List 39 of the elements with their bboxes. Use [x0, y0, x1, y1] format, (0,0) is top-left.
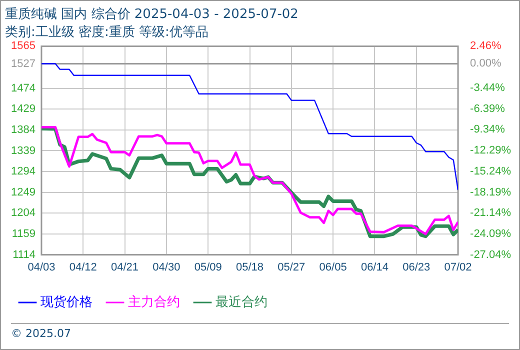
y-tick-label: 1204: [10, 207, 36, 220]
x-tick-label: 04/21: [111, 261, 139, 274]
x-tick-label: 05/27: [278, 261, 306, 274]
legend-label: 最近合约: [216, 294, 268, 310]
y2-tick-label: -3.44%: [470, 82, 506, 94]
y2-tick-label: -27.04%: [470, 248, 512, 261]
chart-subtitle: 类别:工业级 密度:重质 等级:优等品: [5, 24, 208, 40]
y-tick-label: 1527: [10, 58, 36, 70]
y-tick-label: 1339: [10, 144, 36, 157]
y2-tick-label: -18.19%: [470, 186, 512, 198]
legend-label: 主力合约: [128, 294, 180, 310]
legend-label: 现货价格: [40, 294, 92, 310]
y2-tick-label: -6.39%: [470, 102, 506, 115]
y2-tick-label: -21.14%: [470, 207, 512, 220]
y2-tick-label: -24.09%: [470, 228, 512, 240]
y-tick-label: 1114: [12, 248, 36, 261]
y2-tick-label: -9.34%: [470, 124, 506, 136]
x-tick-label: 05/09: [194, 261, 222, 274]
y-tick-label: 1249: [10, 186, 36, 198]
y-tick-label: 1384: [10, 124, 36, 136]
y2-tick-label: 2.46%: [470, 40, 502, 52]
x-tick-label: 06/14: [360, 261, 388, 274]
text: © 2025.07: [11, 323, 509, 340]
x-tick-label: 05/18: [236, 261, 264, 274]
y-tick-label: 1565: [10, 40, 36, 52]
y2-tick-label: -15.24%: [470, 165, 512, 178]
chart-title: 重质纯碱 国内 综合价 2025-04-03 - 2025-07-02: [5, 7, 298, 22]
x-tick-label: 06/23: [402, 261, 430, 274]
x-tick-label: 04/03: [28, 261, 56, 274]
x-tick-label: 07/02: [444, 261, 472, 274]
y-tick-label: 1294: [10, 166, 36, 178]
y-tick-label: 1429: [10, 103, 36, 116]
x-tick-label: 04/30: [152, 261, 180, 274]
x-tick-label: 04/12: [69, 261, 97, 274]
y-tick-label: 1474: [10, 82, 36, 94]
y-tick-label: 1159: [12, 228, 36, 240]
x-tick-label: 06/05: [319, 261, 347, 274]
y2-tick-label: 0.00%: [470, 58, 502, 70]
y2-tick-label: -12.29%: [470, 144, 512, 157]
